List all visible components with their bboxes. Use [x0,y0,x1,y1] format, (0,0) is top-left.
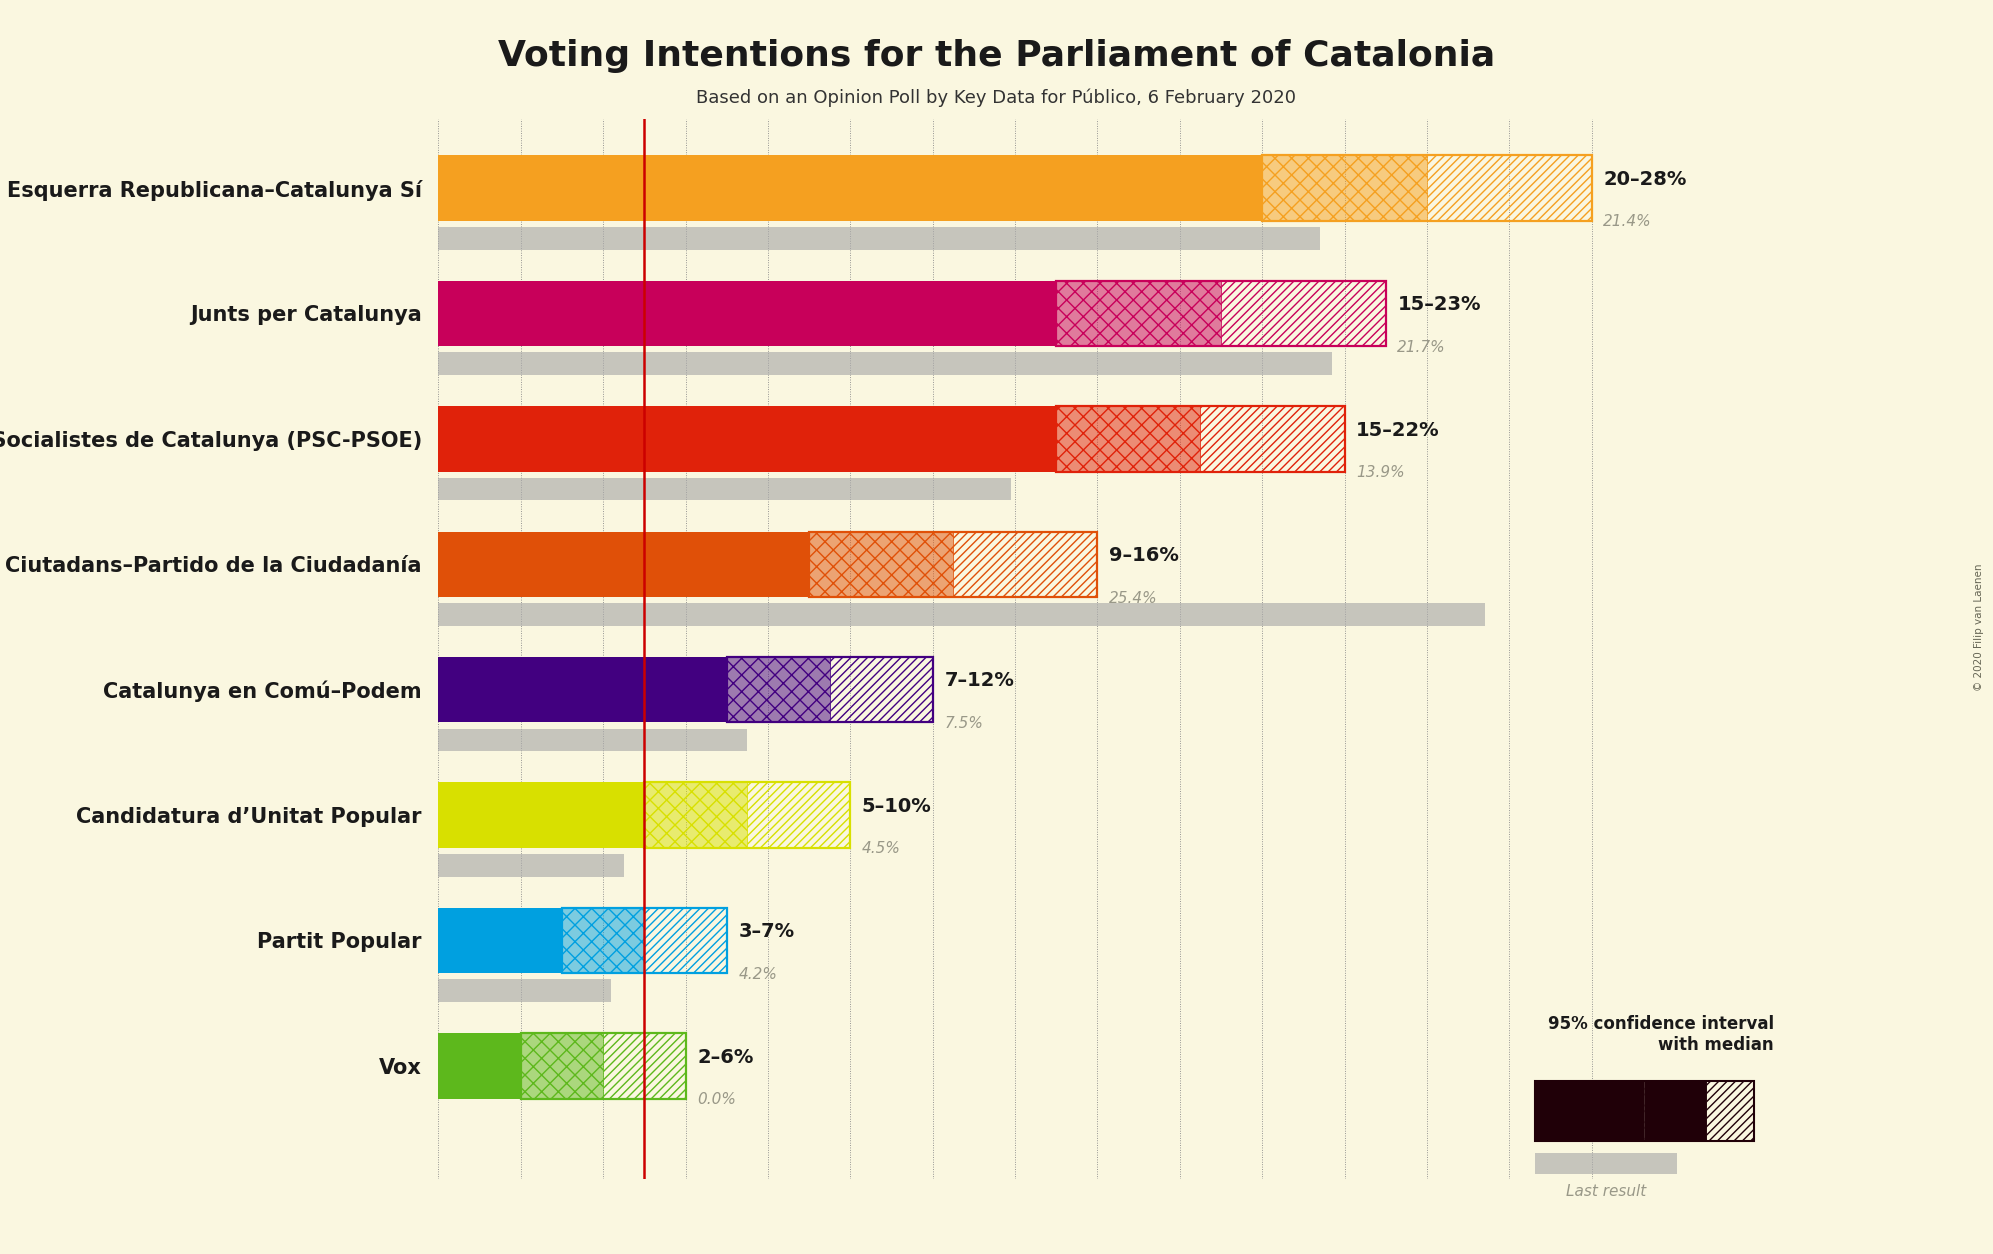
Bar [829,657,933,722]
Bar [562,908,644,973]
Text: 5–10%: 5–10% [861,796,931,816]
Bar [520,1033,604,1099]
Text: 0.0%: 0.0% [698,1092,735,1107]
Bar [438,1033,520,1099]
Bar [438,854,624,877]
Text: 21.4%: 21.4% [1602,214,1652,229]
Bar [438,532,809,597]
Text: 13.9%: 13.9% [1355,465,1405,480]
Text: 4.5%: 4.5% [861,841,901,856]
Text: 7.5%: 7.5% [945,716,983,731]
Bar [1427,155,1592,221]
Bar [438,603,1485,626]
Text: Last result: Last result [1566,1184,1646,1199]
Bar [520,1033,686,1099]
Bar [1056,281,1222,346]
Bar [1262,155,1592,221]
Bar [727,657,829,722]
Bar [438,729,747,751]
Bar [809,532,1098,597]
Bar [520,1033,604,1099]
Text: 21.7%: 21.7% [1397,340,1447,355]
Bar [727,657,933,722]
Bar [809,532,953,597]
Text: 15–22%: 15–22% [1355,420,1439,440]
Text: © 2020 Filip van Laenen: © 2020 Filip van Laenen [1973,563,1985,691]
Text: Based on an Opinion Poll by Key Data for Público, 6 February 2020: Based on an Opinion Poll by Key Data for… [696,89,1297,107]
Bar [562,908,644,973]
Bar [438,782,644,848]
Bar [644,908,727,973]
Bar [1262,155,1427,221]
Bar [438,657,727,722]
Bar [809,532,953,597]
Bar [438,478,1010,500]
Text: 25.4%: 25.4% [1108,591,1158,606]
Bar [1222,281,1385,346]
Bar [438,352,1331,375]
Bar [953,532,1098,597]
Text: 9–16%: 9–16% [1108,545,1180,566]
Text: 3–7%: 3–7% [737,922,795,942]
Bar [747,782,851,848]
Text: 4.2%: 4.2% [737,967,777,982]
Bar [727,657,829,722]
Text: 95% confidence interval
with median: 95% confidence interval with median [1549,1016,1774,1053]
Text: 20–28%: 20–28% [1602,169,1686,189]
Bar [438,908,562,973]
Bar [1056,406,1200,472]
Bar [644,782,747,848]
Bar [1262,155,1427,221]
Bar [438,155,1262,221]
Bar [1056,281,1222,346]
Text: 7–12%: 7–12% [945,671,1014,691]
Text: 15–23%: 15–23% [1397,295,1481,315]
Text: 2–6%: 2–6% [698,1047,753,1067]
Bar [438,406,1056,472]
Bar [438,979,612,1002]
Bar [1056,406,1200,472]
Bar [1200,406,1345,472]
Bar [438,281,1056,346]
Bar [644,782,851,848]
Text: Voting Intentions for the Parliament of Catalonia: Voting Intentions for the Parliament of … [498,39,1495,74]
Bar [562,908,727,973]
Bar [604,1033,686,1099]
Bar [1056,281,1385,346]
Bar [644,782,747,848]
Bar [1056,406,1345,472]
Bar [438,227,1319,250]
